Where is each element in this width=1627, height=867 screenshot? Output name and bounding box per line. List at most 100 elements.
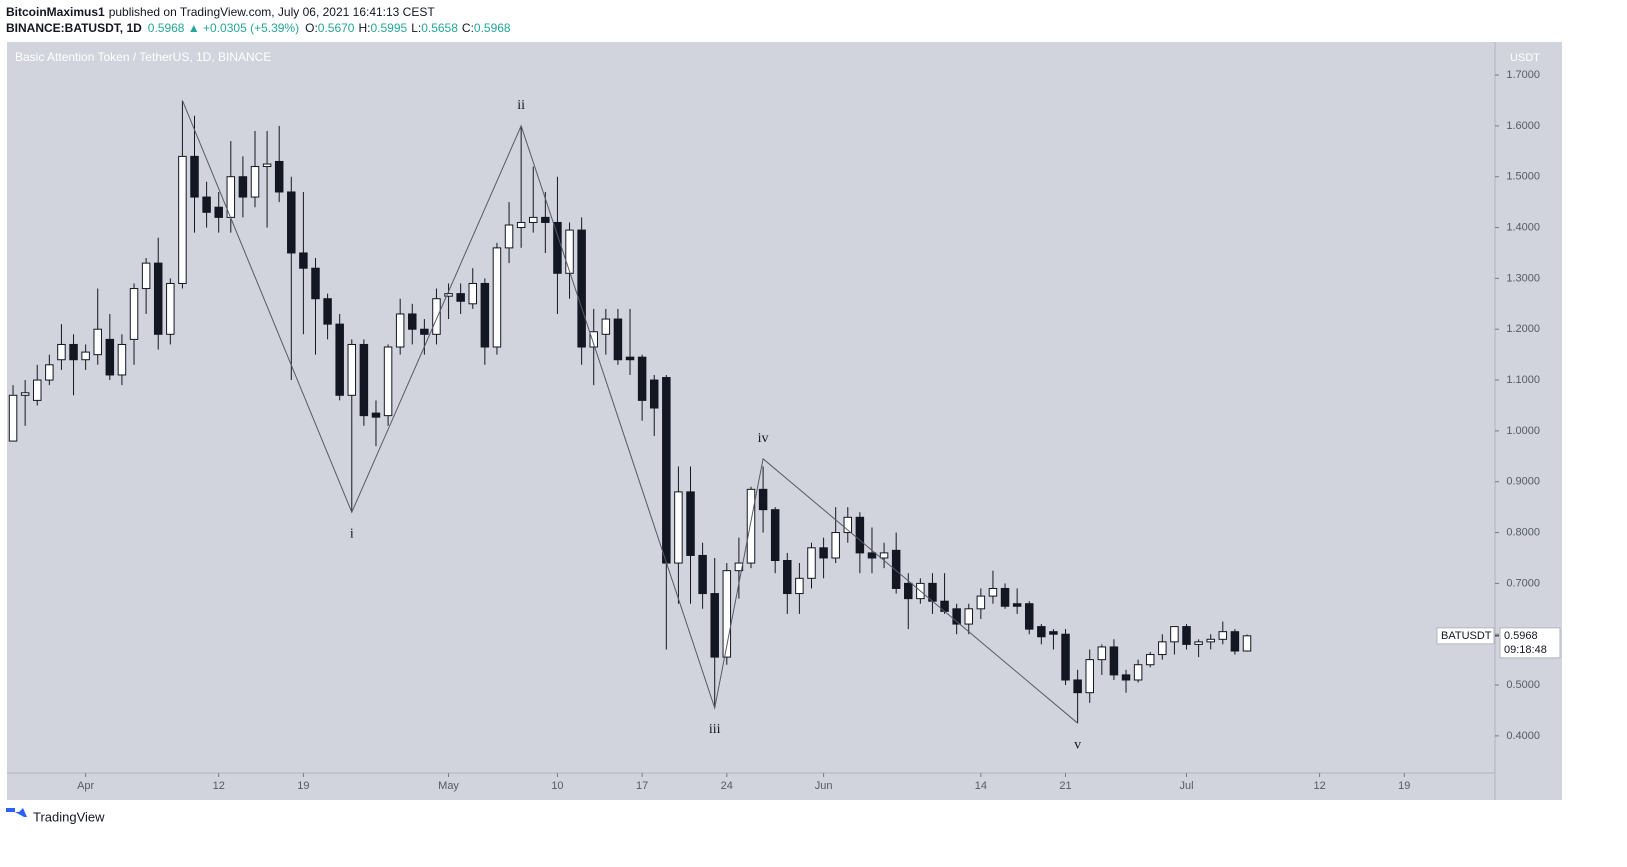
candle-body [262, 163, 272, 168]
candle-body [1061, 633, 1070, 681]
candle-body [383, 346, 393, 417]
candle-body [1182, 626, 1191, 645]
candle-body [1145, 654, 1155, 666]
x-tick-label: Apr [77, 780, 94, 792]
symbol-line: BINANCE:BATUSDT, 1D 0.5968 ▲ +0.0305 (+5.… [6, 21, 511, 35]
candle-body [359, 343, 369, 417]
y-tick-label: 1.0000 [1506, 425, 1540, 437]
candle-body [541, 216, 550, 223]
y-tick-label: 1.1000 [1506, 374, 1540, 386]
candle-body [69, 343, 78, 361]
candle-body [879, 552, 889, 559]
candle-body [153, 262, 163, 335]
candle-body [214, 206, 223, 218]
y-axis-unit: USDT [1510, 52, 1540, 64]
y-tick-label: 1.2000 [1506, 323, 1540, 335]
candle-body [516, 221, 526, 229]
tradingview-logo: TradingView [6, 808, 105, 824]
candle-body [940, 600, 949, 612]
ohlc-value: 0.5968 [474, 21, 511, 35]
candle-body [843, 516, 853, 534]
time-axis [7, 773, 1495, 800]
x-tick-label: 24 [721, 780, 733, 792]
candle-body [166, 282, 175, 335]
candle-body [1218, 631, 1228, 640]
y-tick-label: 1.3000 [1506, 272, 1540, 284]
ohlc-label: O: [305, 21, 318, 35]
y-tick-label: 0.7000 [1506, 577, 1540, 589]
candle-body [1133, 664, 1143, 681]
candle-body [601, 318, 611, 335]
candle-body [964, 608, 974, 625]
candle-body [323, 298, 332, 325]
candle-body [577, 229, 586, 348]
brand: TradingView [33, 809, 105, 824]
candle-body [952, 608, 961, 625]
y-tick-label: 0.5000 [1506, 679, 1540, 691]
candle-body [1230, 631, 1240, 652]
candle-body [904, 582, 913, 600]
change: 0.5968 ▲ +0.0305 (+5.39%) [148, 21, 299, 35]
candle-body [395, 313, 405, 348]
candle-body [783, 560, 792, 595]
ohlc-value: 0.5670 [318, 21, 355, 35]
wave-label: iv [758, 431, 769, 446]
y-tick-label: 1.4000 [1506, 221, 1540, 233]
candle-body [311, 267, 320, 300]
y-tick-label: 0.8000 [1506, 526, 1540, 538]
candle-body [734, 562, 744, 572]
candle-body [81, 351, 90, 361]
candle-body [589, 331, 598, 348]
candle-body [1085, 659, 1094, 694]
candle-body [795, 577, 804, 595]
x-tick-label: 12 [213, 780, 225, 792]
candle-body [1024, 603, 1034, 630]
candle-body [250, 166, 260, 198]
candle-body [20, 392, 30, 396]
candle-body [988, 587, 998, 597]
candle-body [1097, 646, 1107, 661]
candle-body [649, 379, 659, 409]
candle-body [1109, 646, 1119, 676]
candle-body [141, 262, 151, 290]
price-axis [1495, 42, 1562, 800]
candle-body [57, 343, 66, 361]
candle-body [287, 191, 296, 254]
candle-body [8, 394, 18, 442]
wave-label: v [1074, 737, 1081, 752]
candle-body [105, 338, 115, 376]
candle-body [420, 328, 429, 335]
candle-body [274, 160, 284, 193]
x-tick-label: 17 [636, 780, 648, 792]
candle-body [1073, 679, 1082, 694]
candle-body [976, 595, 986, 610]
candle-body [710, 593, 719, 658]
candle-body [553, 221, 562, 274]
wave-label: iii [709, 722, 721, 737]
candle-body [408, 313, 417, 330]
candle-body [299, 252, 308, 269]
y-tick-label: 0.9000 [1506, 476, 1540, 488]
candle-body [32, 379, 42, 401]
candle-body [1121, 674, 1131, 681]
candle-body [746, 488, 756, 564]
ohlc-label: H: [358, 21, 370, 35]
candle-body [178, 155, 187, 284]
price-tag [1499, 627, 1561, 659]
price-tag-text: 0.5968 [1504, 630, 1538, 642]
candle-body [45, 364, 54, 381]
candle-body [891, 549, 901, 589]
logo-icon [6, 808, 27, 817]
candle-body [444, 293, 453, 297]
candle-body [504, 224, 514, 249]
candle-body [347, 343, 357, 396]
wave-label: ii [517, 98, 525, 113]
y-tick-label: 1.5000 [1506, 171, 1540, 183]
candle-body [468, 282, 478, 305]
candle-body [770, 509, 780, 562]
candle-body [867, 552, 877, 559]
candle-body [855, 516, 865, 554]
ohlc-value: 0.5658 [421, 21, 458, 35]
candle-body [129, 288, 139, 340]
